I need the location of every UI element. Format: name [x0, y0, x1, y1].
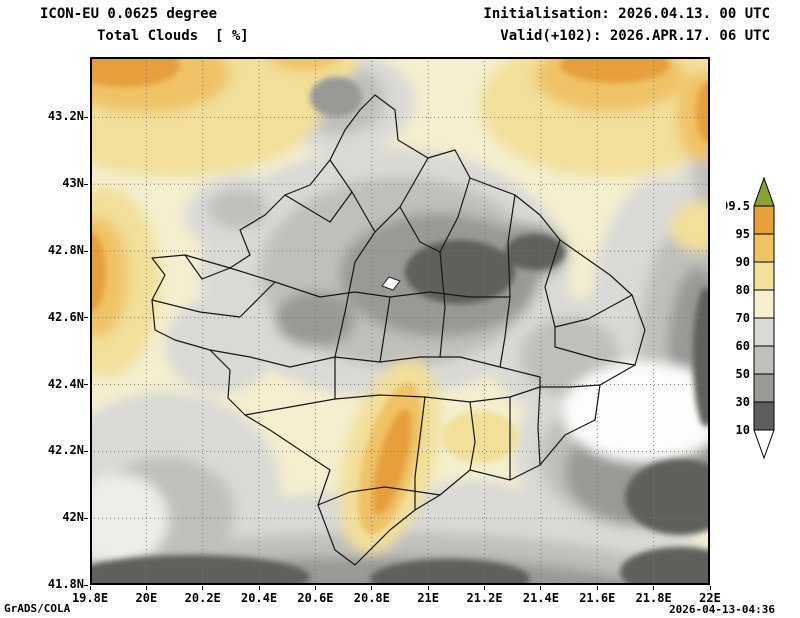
lon-tick: [427, 586, 429, 590]
grid-lines: [90, 57, 710, 585]
map-frame: [90, 57, 710, 585]
legend-boundary-label: 99.5: [726, 199, 750, 213]
lat-tick: [84, 116, 88, 118]
lon-tick-label: 21.6E: [579, 591, 616, 605]
lat-tick: [84, 450, 88, 452]
legend-segment: [753, 317, 775, 347]
cloud-cover-map: [90, 57, 710, 585]
legend-boundary-label: 60: [736, 339, 750, 353]
lake-marker: [381, 276, 401, 291]
colorbar-legend: 99.5 95 90 80 70 60 50 30 10: [726, 176, 775, 460]
lat-tick-label: 42.6N: [47, 309, 84, 324]
lon-tick: [709, 586, 711, 590]
lat-tick-label: 42.4N: [47, 376, 84, 391]
lon-tick-label: 21.4E: [522, 591, 559, 605]
legend-boundary-label: 50: [736, 367, 750, 381]
valid-time: Valid(+102): 2026.APR.17. 06 UTC: [500, 28, 770, 44]
legend-segment: [753, 373, 775, 403]
legend-segment: [753, 401, 775, 431]
legend-segment: [753, 261, 775, 291]
legend-boundary-label: 95: [736, 227, 750, 241]
lon-tick: [145, 586, 147, 590]
lon-tick-label: 22E: [699, 591, 721, 605]
lon-tick-label: 20.2E: [184, 591, 221, 605]
lon-tick: [484, 586, 486, 590]
legend-segment: [753, 233, 775, 263]
legend-segment: [753, 205, 775, 235]
lon-tick: [314, 586, 316, 590]
model-title: ICON-EU 0.0625 degree: [40, 6, 218, 22]
lon-tick-label: 20.8E: [353, 591, 390, 605]
lon-tick: [596, 586, 598, 590]
lon-tick-label: 20E: [135, 591, 158, 605]
lat-tick: [84, 517, 88, 519]
lat-tick-label: 43.2N: [47, 109, 84, 124]
lon-tick: [202, 586, 204, 590]
lon-tick-label: 21.2E: [466, 591, 503, 605]
lon-tick-label: 21E: [417, 591, 440, 605]
legend-segment: [753, 345, 775, 375]
lon-tick-label: 21.8E: [635, 591, 672, 605]
variable-title: Total Clouds [ %]: [97, 28, 249, 44]
initialisation-time: Initialisation: 2026.04.13. 00 UTC: [483, 6, 770, 22]
grads-credit: GrADS/COLA: [4, 602, 71, 615]
lat-tick: [84, 317, 88, 319]
lat-tick: [84, 183, 88, 185]
legend-boundary-label: 10: [736, 423, 750, 437]
legend-boundary-label: 80: [736, 283, 750, 297]
lon-tick-label: 20.4E: [241, 591, 278, 605]
lat-tick: [84, 250, 88, 252]
lat-tick-label: 41.8N: [47, 577, 84, 591]
lat-tick-label: 43N: [62, 176, 84, 191]
kosovo-outer-border: [151, 94, 646, 566]
lon-tick: [653, 586, 655, 590]
lat-tick-label: 42.8N: [47, 243, 84, 257]
legend-arrow-top: [753, 176, 775, 207]
lon-tick: [540, 586, 542, 590]
lon-tick-label: 19.8E: [71, 591, 109, 605]
lon-tick: [371, 586, 373, 590]
lat-tick-label: 42N: [62, 510, 84, 525]
legend-boundary-label: 30: [736, 395, 750, 409]
kosovo-boundaries: [151, 94, 646, 566]
render-timestamp: 2026-04-13-04:36: [669, 603, 775, 616]
legend-arrow-bottom: [753, 429, 775, 460]
lon-tick: [89, 586, 91, 590]
lat-tick-label: 42.2N: [47, 443, 84, 458]
lat-tick: [84, 584, 88, 586]
lon-tick: [258, 586, 260, 590]
cloud-field-cores: [90, 57, 710, 585]
legend-boundary-label: 70: [736, 311, 750, 325]
legend-boundary-label: 90: [736, 255, 750, 269]
lat-tick: [84, 384, 88, 386]
lon-tick-label: 20.6E: [297, 591, 334, 605]
legend-segment: [753, 289, 775, 319]
